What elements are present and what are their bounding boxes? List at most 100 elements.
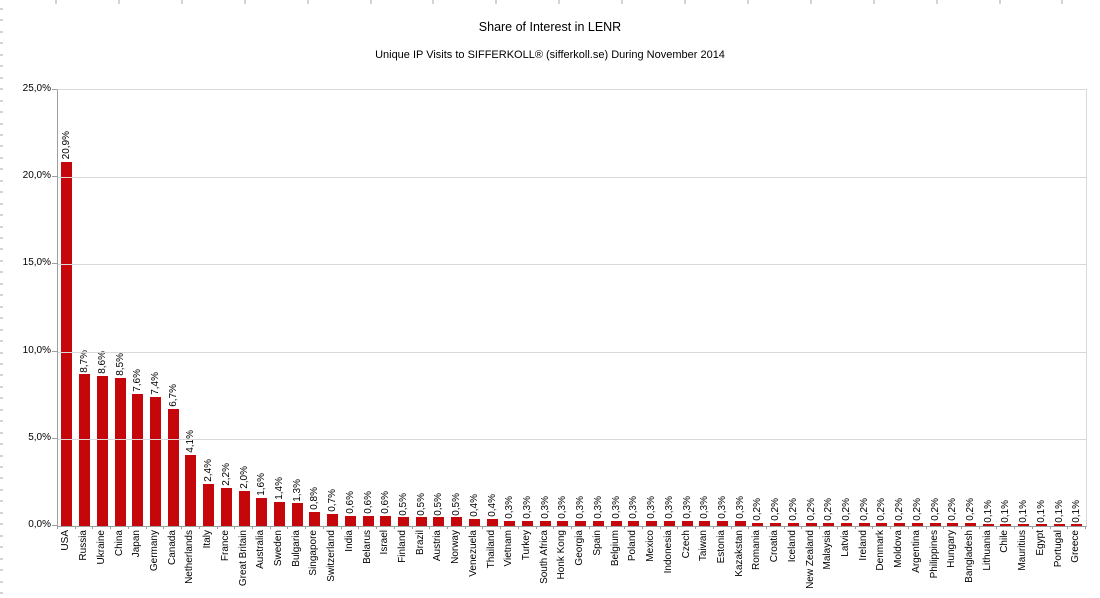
bar-group: 0,6% [342,90,360,526]
plot-area: 20,9% 8,7% 8,6% 8,5% 7,6% 7,4% 6,7% 4,1% 2,4% 2,2… [57,89,1087,527]
x-axis-label: Belgium [609,530,621,567]
bar-value-label: 0,2% [752,497,764,521]
bar-group: 1,6% [253,90,271,526]
bar-value-label: 0,2% [894,497,906,521]
left-edge-gridmark [0,305,3,308]
x-axis-tick [287,526,289,529]
bar-group: 0,2% [749,90,767,526]
x-axis-tick [801,526,803,529]
left-edge-gridmark [0,351,3,354]
bar [734,520,746,526]
bar-value-label: 0,3% [575,496,587,519]
bar [415,517,427,526]
left-edge-gridmark [0,191,3,194]
bar-group: 2,4% [200,90,218,526]
bar-value-label: 0,3% [663,496,675,519]
x-axis-tick [1085,526,1086,529]
x-axis-label: Croatia [769,530,781,563]
left-edge-gridmark [0,122,3,125]
bar-value-label: 20,9% [61,131,73,160]
left-edge-gridmark [0,511,3,514]
bar-value-label: 7,6% [132,368,144,392]
bar-group: 0,2% [873,90,891,526]
bar-group: 0,3% [625,90,643,526]
left-edge-gridmark [0,477,3,480]
x-axis-label: Japan [131,530,143,558]
bar [504,520,516,526]
bar-group: 0,3% [501,90,519,526]
bar-group: 1,3% [288,90,306,526]
x-axis-tick [588,526,590,529]
x-axis-tick [269,526,271,529]
bar [291,503,303,526]
x-axis-label: Argentina [910,530,922,573]
x-axis-tick [145,526,147,529]
x-axis-tick [712,526,714,529]
bar-value-label: 2,0% [238,466,250,490]
left-edge-gridmark [0,19,3,22]
bar-value-label: 0,8% [309,487,321,510]
bar [947,522,959,526]
x-axis-tick [393,526,395,529]
x-axis-label: Germany [148,530,160,572]
bar-group: 20,9% [58,90,76,526]
bar [557,520,569,526]
x-label-cell: Italy [199,530,217,548]
bar-group: 0,8% [306,90,324,526]
bar [327,513,339,526]
x-label-cell: Norway [447,530,465,564]
bar-value-label: 8,6% [96,351,108,374]
bar-group: 0,2% [926,90,944,526]
bar [468,519,480,526]
x-label-cell: Ukraine [92,530,110,564]
x-label-cell: Brazil [411,530,429,555]
x-axis-tick [606,526,608,529]
left-edge-gridmark [0,340,3,342]
x-axis-label: Chile [999,530,1011,553]
bar-group: 8,5% [111,90,129,526]
bar [380,515,392,526]
x-label-cell: Estonia [713,530,731,563]
bar [610,520,622,526]
left-edge-gridmark [0,466,3,468]
bar-group: 0,5% [448,90,466,526]
top-edge-gridmark [746,0,749,4]
bar [646,520,658,526]
bar [185,454,197,526]
bar-value-label: 0,2% [858,497,870,521]
top-edge-gridmark [306,0,309,4]
bar [840,522,852,526]
bar [167,409,179,526]
bar-value-label: 8,7% [79,349,91,373]
bar [79,374,91,526]
top-edge-gridmark [872,0,875,4]
x-axis-label: Great Britain [237,530,249,587]
chart-subtitle: Unique IP Visits to SIFFERKOLL® (sifferk… [375,49,725,61]
x-axis-tick [305,526,307,529]
bar-group: 0,7% [324,90,342,526]
x-label-cell: Poland [624,530,642,561]
bar-value-label: 0,3% [504,496,516,519]
bar-group: 0,1% [1033,90,1051,526]
bar [273,501,285,526]
x-axis-label: Ireland [857,530,869,561]
x-axis-label: Romania [751,530,763,571]
x-axis-tick [730,526,732,529]
left-edge-gridmark [0,214,3,217]
left-edge-gridmark [0,362,3,365]
x-axis-label: Estonia [715,530,727,564]
bar-value-label: 0,4% [486,494,498,517]
bar [1035,524,1047,526]
bar-value-label: 0,5% [451,492,463,516]
x-axis-label: Venezuela [467,530,479,577]
x-label-cell: Vietnam [500,530,518,567]
x-axis-tick [482,526,484,529]
x-axis-label: Israel [379,530,391,555]
x-label-cell: Japan [128,530,146,557]
x-label-cell: Belarus [358,530,376,564]
left-edge-gridmark [0,443,3,446]
bar [592,520,604,526]
bar-group: 2,0% [235,90,253,526]
bar [433,517,445,526]
x-axis-label: Vietnam [503,530,515,567]
